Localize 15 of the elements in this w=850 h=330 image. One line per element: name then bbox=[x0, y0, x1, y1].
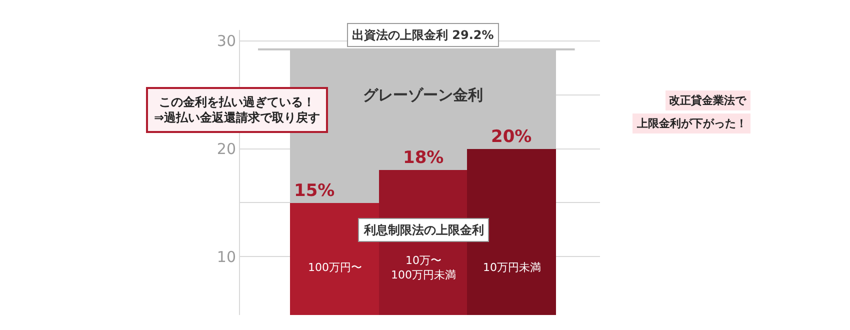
data-label: 15% bbox=[294, 181, 335, 201]
text: 改正貸金業法で bbox=[669, 94, 747, 107]
x-tick-label: 100万円〜 bbox=[308, 261, 362, 274]
annotation: この金利を払い過ぎている！ ⇒過払い金返還請求で取り戻す bbox=[154, 95, 320, 125]
data-label: 20% bbox=[491, 127, 532, 147]
x-tick-label: 10万円未満 bbox=[483, 261, 541, 274]
annotation: グレーゾーン金利 bbox=[363, 86, 483, 104]
y-tick-label: 20 bbox=[216, 140, 236, 158]
text: 上限金利が下がった！ bbox=[636, 117, 747, 130]
data-label: 18% bbox=[403, 148, 444, 168]
y-tick-label: 10 bbox=[216, 248, 236, 266]
annotation: 利息制限法の上限金利 bbox=[363, 223, 484, 237]
ref-line-label: 出資法の上限金利 29.2% bbox=[352, 28, 494, 42]
x-tick-label: 10万〜 100万円未満 bbox=[391, 254, 456, 282]
y-tick-label: 30 bbox=[216, 32, 236, 50]
